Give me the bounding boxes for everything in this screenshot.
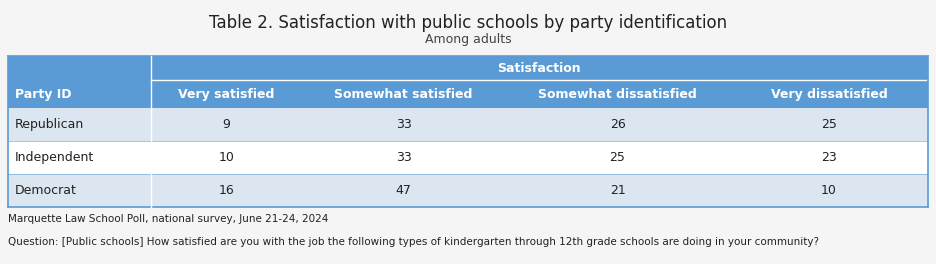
Text: 16: 16	[219, 184, 234, 197]
Text: 25: 25	[609, 151, 625, 164]
Bar	[8, 108, 928, 141]
Text: 26: 26	[609, 118, 625, 131]
Text: Satisfaction: Satisfaction	[498, 62, 581, 75]
Bar	[8, 56, 928, 81]
Text: Question: [Public schools] How satisfied are you with the job the following type: Question: [Public schools] How satisfied…	[8, 237, 819, 247]
Text: Somewhat dissatisfied: Somewhat dissatisfied	[538, 88, 697, 101]
Text: 33: 33	[396, 151, 412, 164]
Text: 23: 23	[821, 151, 837, 164]
Text: 10: 10	[219, 151, 234, 164]
Text: Marquette Law School Poll, national survey, June 21-24, 2024: Marquette Law School Poll, national surv…	[8, 214, 329, 224]
Text: Among adults: Among adults	[425, 33, 511, 46]
Bar	[8, 141, 928, 174]
Text: 10: 10	[821, 184, 837, 197]
Text: Democrat: Democrat	[15, 184, 77, 197]
Text: 47: 47	[396, 184, 412, 197]
Bar	[8, 81, 928, 108]
Text: Very dissatisfied: Very dissatisfied	[770, 88, 887, 101]
Text: Party ID: Party ID	[15, 88, 71, 101]
Text: 33: 33	[396, 118, 412, 131]
Text: 25: 25	[821, 118, 837, 131]
Bar	[8, 174, 928, 207]
Text: 9: 9	[223, 118, 230, 131]
Text: Republican: Republican	[15, 118, 84, 131]
Text: Very satisfied: Very satisfied	[179, 88, 274, 101]
Text: 21: 21	[609, 184, 625, 197]
Text: Somewhat satisfied: Somewhat satisfied	[334, 88, 473, 101]
Text: Table 2. Satisfaction with public schools by party identification: Table 2. Satisfaction with public school…	[209, 14, 727, 32]
Text: Independent: Independent	[15, 151, 94, 164]
